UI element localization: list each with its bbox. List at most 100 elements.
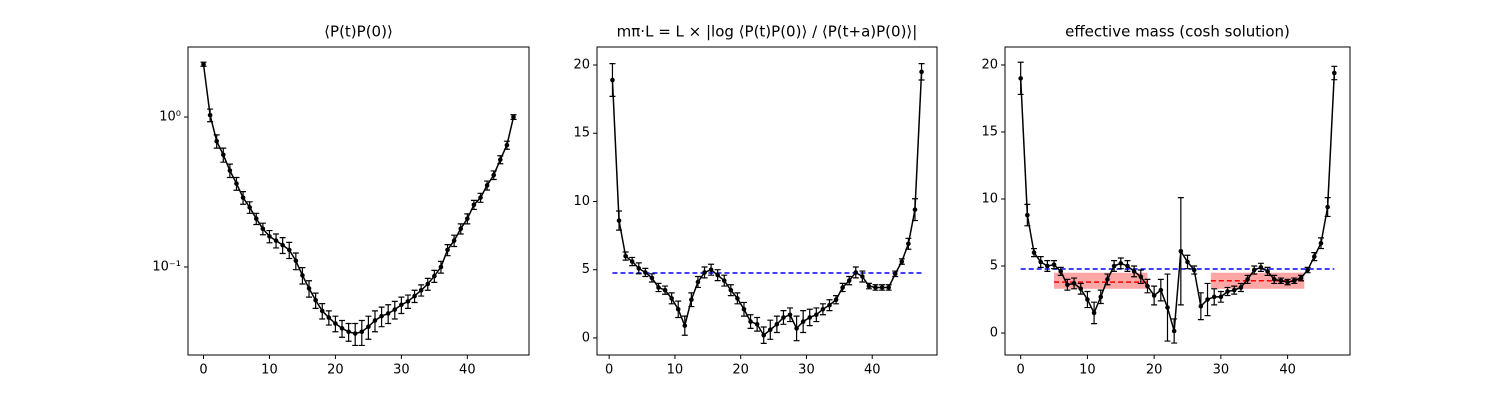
data-point xyxy=(1205,297,1210,302)
data-point xyxy=(451,238,457,243)
data-point xyxy=(754,321,760,327)
data-point xyxy=(1231,287,1237,293)
data-point xyxy=(1191,267,1197,273)
data-point xyxy=(866,283,872,289)
data-point xyxy=(385,311,391,316)
data-point xyxy=(1085,297,1090,302)
x-tick-label: 30 xyxy=(393,363,410,378)
data-point xyxy=(860,274,865,279)
y-tick-label: 15 xyxy=(573,126,590,141)
data-point xyxy=(273,238,279,243)
data-point xyxy=(820,306,826,312)
chart-title: ⟨P(t)P(0)⟩ xyxy=(324,23,393,41)
data-point xyxy=(1045,263,1050,269)
fit-band xyxy=(1054,272,1148,289)
data-point xyxy=(1211,294,1217,300)
data-point xyxy=(1111,263,1117,269)
data-point xyxy=(1158,287,1164,293)
y-tick-label: 15 xyxy=(981,124,998,139)
x-tick-label: 30 xyxy=(798,363,815,378)
x-tick-label: 0 xyxy=(605,363,613,378)
x-tick-label: 40 xyxy=(1279,363,1296,378)
data-point xyxy=(432,273,437,279)
data-point xyxy=(702,270,707,275)
data-point xyxy=(511,114,516,120)
data-point xyxy=(293,258,299,264)
data-point xyxy=(471,202,477,208)
x-tick-label: 10 xyxy=(667,363,684,378)
data-point xyxy=(412,293,417,299)
x-tick-label: 0 xyxy=(199,363,207,378)
data-point xyxy=(306,286,312,291)
y-tick-label: 10⁻¹ xyxy=(152,260,181,275)
data-point xyxy=(458,226,464,232)
data-point xyxy=(504,142,510,148)
data-point xyxy=(214,138,219,144)
data-point xyxy=(748,319,753,324)
data-point xyxy=(840,285,845,290)
data-point xyxy=(1131,269,1137,274)
data-point xyxy=(465,216,470,221)
plot-frame xyxy=(596,46,938,356)
data-point xyxy=(695,279,701,285)
plot-frame xyxy=(1004,46,1351,356)
y-tick-label: 5 xyxy=(990,259,998,274)
data-point xyxy=(280,242,285,248)
data-point xyxy=(906,241,911,247)
data-point xyxy=(846,278,852,283)
data-point xyxy=(1271,277,1277,282)
data-point xyxy=(1078,286,1084,292)
data-point xyxy=(787,312,793,318)
data-point xyxy=(1065,282,1070,288)
data-point xyxy=(425,281,431,287)
plot-frame xyxy=(187,46,530,356)
x-tick-label: 20 xyxy=(732,363,749,378)
data-point xyxy=(498,157,503,162)
data-point xyxy=(1325,204,1330,210)
data-point xyxy=(313,297,318,303)
data-point xyxy=(715,272,720,278)
data-point xyxy=(234,181,239,186)
data-point xyxy=(1291,278,1297,284)
x-tick-label: 40 xyxy=(864,363,881,378)
x-tick-label: 0 xyxy=(1017,363,1025,378)
data-point xyxy=(689,297,694,303)
data-point xyxy=(339,326,345,331)
data-point xyxy=(1058,269,1064,274)
data-point xyxy=(207,112,213,118)
data-point xyxy=(1071,281,1077,286)
data-point xyxy=(1245,277,1250,282)
data-point xyxy=(1051,262,1057,267)
data-point xyxy=(886,285,891,290)
y-tick-label: 10 xyxy=(981,191,998,206)
data-point xyxy=(405,299,411,304)
data-point xyxy=(1265,269,1270,274)
data-point xyxy=(1238,285,1244,290)
y-tick-label: 10⁰ xyxy=(159,110,181,125)
data-point xyxy=(1185,259,1190,265)
data-point xyxy=(346,329,351,335)
y-tick-label: 5 xyxy=(582,262,590,277)
data-point xyxy=(1311,254,1317,259)
series-line xyxy=(1019,72,1336,332)
data-point xyxy=(794,326,799,331)
data-point xyxy=(899,259,905,264)
data-point xyxy=(1285,279,1290,285)
data-point xyxy=(1118,261,1124,266)
data-point xyxy=(333,321,338,326)
x-tick-label: 10 xyxy=(1079,363,1096,378)
data-point xyxy=(643,270,648,275)
data-point xyxy=(761,332,767,338)
series-line xyxy=(611,71,923,337)
data-point xyxy=(1145,283,1150,289)
data-point xyxy=(669,296,674,301)
data-point xyxy=(610,77,615,83)
data-point xyxy=(372,318,378,323)
x-tick-label: 30 xyxy=(1213,363,1230,378)
data-point xyxy=(656,285,661,290)
data-point xyxy=(800,319,806,324)
data-point xyxy=(438,264,444,270)
data-point xyxy=(1125,263,1130,269)
x-tick-label: 20 xyxy=(327,363,344,378)
data-point xyxy=(1031,250,1037,255)
